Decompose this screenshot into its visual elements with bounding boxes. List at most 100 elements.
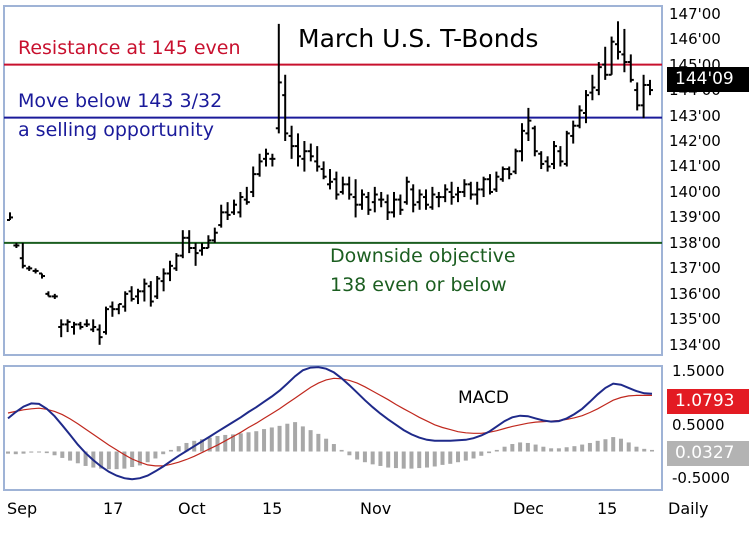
histogram-value-badge: 0.0327 bbox=[667, 441, 749, 466]
price-bar bbox=[583, 90, 589, 124]
macd-histogram-bar bbox=[634, 446, 639, 452]
macd-histogram-bar bbox=[650, 449, 654, 452]
price-bar bbox=[429, 186, 436, 210]
macd-histogram-bar bbox=[533, 444, 538, 452]
price-bar bbox=[275, 23, 282, 134]
macd-histogram-bar bbox=[68, 451, 73, 461]
chart-title: March U.S. T-Bonds bbox=[298, 24, 539, 53]
time-axis-tick: Dec bbox=[513, 499, 544, 518]
resistance-annotation: Resistance at 145 even bbox=[18, 37, 241, 59]
price-bar bbox=[480, 176, 487, 198]
price-panel-frame bbox=[3, 5, 663, 356]
price-bar bbox=[493, 171, 500, 192]
price-bar bbox=[551, 141, 557, 170]
price-bar bbox=[512, 148, 519, 175]
price-bar bbox=[519, 123, 525, 162]
price-bar bbox=[243, 186, 250, 205]
price-bar bbox=[237, 191, 244, 218]
price-bar bbox=[160, 268, 167, 292]
price-bar bbox=[13, 242, 20, 249]
price-bar bbox=[352, 179, 359, 218]
macd-histogram-bar bbox=[145, 451, 150, 463]
macd-histogram-bar bbox=[479, 451, 484, 456]
time-axis-tick: 15 bbox=[262, 499, 283, 518]
price-bar bbox=[327, 169, 333, 190]
macd-histogram-bar bbox=[448, 451, 453, 464]
price-bar bbox=[634, 82, 641, 111]
macd-histogram-bar bbox=[44, 451, 49, 454]
price-bar bbox=[218, 204, 225, 228]
macd-histogram-bar bbox=[549, 448, 554, 452]
price-axis-tick: 138'00 bbox=[669, 233, 721, 252]
price-bar bbox=[51, 293, 58, 299]
price-bar bbox=[45, 291, 52, 298]
price-bar bbox=[282, 74, 289, 142]
price-bar bbox=[474, 181, 481, 205]
price-bar bbox=[301, 141, 308, 172]
price-axis-tick: 137'00 bbox=[669, 259, 721, 278]
price-bar bbox=[205, 235, 212, 250]
price-bar bbox=[621, 28, 628, 73]
macd-histogram-bar bbox=[114, 451, 119, 470]
price-bar bbox=[423, 189, 429, 210]
price-bar bbox=[378, 191, 385, 208]
price-bar bbox=[608, 36, 615, 76]
macd-histogram-bar bbox=[122, 451, 127, 469]
price-bar bbox=[122, 291, 129, 312]
price-axis-tick: 140'00 bbox=[669, 182, 721, 201]
macd-histogram-bar bbox=[417, 451, 422, 469]
price-axis-tick: 136'00 bbox=[669, 284, 721, 303]
macd-histogram-bar bbox=[153, 451, 158, 459]
macd-histogram-bar bbox=[75, 451, 80, 464]
price-bar bbox=[576, 105, 583, 129]
macd-histogram-bar bbox=[99, 451, 104, 469]
macd-histogram-bar bbox=[370, 451, 375, 465]
macd-histogram-bar bbox=[355, 451, 360, 460]
macd-histogram-bar bbox=[409, 451, 414, 469]
macd-histogram-bar bbox=[541, 446, 546, 452]
macd-histogram-bar bbox=[52, 451, 57, 456]
price-bar bbox=[32, 268, 39, 274]
last-price-badge: 144'09 bbox=[667, 67, 749, 92]
macd-histogram-bar bbox=[293, 422, 298, 452]
macd-histogram-bar bbox=[401, 451, 406, 469]
macd-histogram-bar bbox=[572, 446, 577, 452]
macd-histogram-bar bbox=[168, 449, 173, 452]
price-bar bbox=[339, 176, 346, 195]
price-bar bbox=[224, 202, 231, 220]
macd-histogram-bar bbox=[502, 446, 507, 452]
price-bar bbox=[602, 46, 609, 80]
macd-histogram-bar bbox=[487, 451, 492, 454]
price-bar bbox=[416, 189, 423, 210]
macd-histogram-bar bbox=[199, 439, 204, 452]
macd-histogram-bar bbox=[331, 444, 336, 452]
price-bar bbox=[397, 194, 404, 215]
price-bar bbox=[269, 153, 276, 167]
macd-histogram-bar bbox=[238, 433, 243, 452]
price-bar bbox=[7, 212, 13, 221]
objective-annotation-line2: 138 even or below bbox=[330, 274, 507, 296]
price-bar bbox=[295, 133, 301, 167]
macd-histogram-bar bbox=[510, 444, 515, 452]
time-axis-tick: Oct bbox=[178, 499, 206, 518]
macd-histogram-bar bbox=[603, 439, 608, 452]
price-bar bbox=[346, 176, 353, 200]
macd-histogram-bar bbox=[137, 451, 142, 466]
macd-line bbox=[7, 366, 653, 481]
macd-histogram-bar bbox=[176, 446, 181, 452]
period-label: Daily bbox=[668, 499, 709, 518]
macd-value-badge: 1.0793 bbox=[667, 389, 749, 414]
macd-histogram-bar bbox=[285, 423, 290, 452]
price-bar bbox=[320, 161, 327, 180]
macd-histogram-bar bbox=[324, 438, 329, 452]
macd-histogram-bar bbox=[316, 433, 321, 452]
price-bar bbox=[115, 303, 122, 315]
macd-histogram-bar bbox=[106, 451, 111, 470]
macd-histogram-bar bbox=[463, 451, 468, 461]
macd-histogram-bar bbox=[262, 429, 267, 452]
price-bar bbox=[90, 319, 97, 333]
price-bar bbox=[448, 181, 455, 205]
price-bar bbox=[455, 186, 461, 203]
price-axis-tick: 139'00 bbox=[669, 208, 721, 227]
macd-label: MACD bbox=[458, 388, 509, 408]
